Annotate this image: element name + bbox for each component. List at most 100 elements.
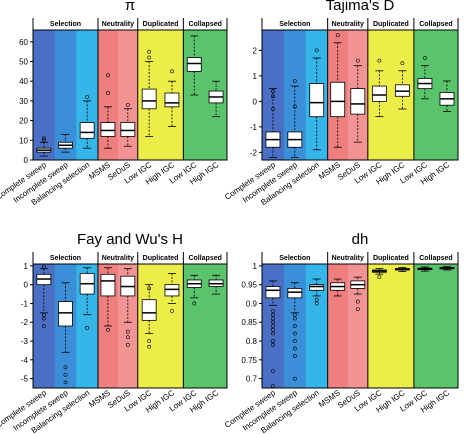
- box-1: [265, 88, 281, 158]
- box-8: [186, 274, 202, 306]
- group-label: Duplicated: [373, 21, 409, 28]
- group-label: Neutrality: [102, 255, 134, 262]
- group-label: Selection: [279, 255, 310, 262]
- outlier-point: [41, 324, 46, 328]
- box-6: [141, 284, 157, 349]
- band-8: [413, 30, 437, 160]
- iqr-box: [100, 273, 116, 297]
- box-4: [330, 33, 346, 148]
- outlier-point: [63, 365, 68, 370]
- band-3: [305, 264, 329, 388]
- outlier-point: [377, 58, 382, 63]
- outlier-point: [292, 376, 297, 381]
- band-3: [76, 30, 99, 160]
- y-tick-label: 0.8: [246, 337, 258, 346]
- outlier-point: [423, 56, 427, 60]
- outlier-point: [125, 102, 130, 107]
- iqr-box: [309, 284, 325, 291]
- box-2: [287, 282, 303, 381]
- iqr-box: [141, 88, 157, 110]
- chart-title: Fay and Wu's H: [77, 231, 183, 248]
- iqr-box: [164, 92, 180, 108]
- y-tick-label: -2: [250, 148, 258, 157]
- y-tick-label: 1: [24, 262, 29, 271]
- group-label: Collapsed: [188, 255, 221, 262]
- group-label: Neutrality: [332, 21, 364, 28]
- outlier-point: [355, 58, 360, 63]
- outlier-point: [106, 327, 110, 332]
- plot-frame: [32, 29, 228, 161]
- chart-title: Tajima's D: [326, 0, 395, 14]
- outlier-point: [335, 33, 340, 37]
- box-9: [208, 274, 224, 295]
- outlier-point: [147, 286, 152, 291]
- iqr-box: [287, 288, 303, 299]
- group-label: Selection: [50, 21, 81, 28]
- outlier-point: [147, 55, 152, 60]
- y-tick-label: -2: [21, 318, 29, 327]
- box-5: [120, 268, 136, 347]
- y-tick-label: 2: [253, 46, 258, 55]
- iqr-box: [186, 57, 202, 72]
- outlier-point: [41, 136, 46, 141]
- box-9: [439, 266, 455, 271]
- iqr-box: [141, 299, 157, 321]
- band-9: [435, 264, 459, 388]
- band-8: [183, 264, 206, 388]
- box-7: [164, 69, 180, 127]
- outlier-point: [271, 342, 275, 347]
- box-9: [208, 80, 224, 118]
- y-tick-label: 1: [253, 262, 258, 271]
- outlier-point: [292, 331, 297, 336]
- y-tick-label: 20: [19, 117, 28, 126]
- plot-frame: [261, 29, 459, 161]
- outlier-point: [292, 339, 297, 343]
- y-tick-label: 0.85: [241, 318, 257, 327]
- y-tick-label: 30: [19, 97, 28, 106]
- outlier-point: [355, 299, 360, 304]
- outlier-point: [170, 69, 174, 74]
- y-tick-label: 0.9: [246, 299, 258, 308]
- chart-title: dh: [352, 231, 369, 248]
- y-tick-label: 10: [19, 136, 28, 145]
- outlier-point: [85, 325, 90, 330]
- outlier-point: [41, 138, 46, 143]
- outlier-point: [170, 309, 174, 313]
- band-6: [367, 264, 392, 388]
- outlier-point: [355, 307, 360, 311]
- band-1: [33, 264, 56, 388]
- group-label: Selection: [50, 255, 81, 262]
- band-1: [262, 30, 285, 160]
- outlier-point: [271, 312, 275, 317]
- outlier-point: [400, 61, 405, 66]
- y-tick-label: 1: [253, 72, 258, 81]
- group-label: Selection: [279, 21, 310, 28]
- box-3: [309, 48, 325, 151]
- chart-panel-2: Tajima's D Selection Neutrality Duplicated C…: [223, 0, 459, 207]
- plot-frame: [261, 263, 459, 389]
- outlier-point: [85, 95, 90, 99]
- band-7: [160, 264, 184, 388]
- y-tick-label: -4: [21, 356, 29, 365]
- iqr-box: [164, 284, 180, 297]
- group-label: Collapsed: [419, 255, 452, 262]
- outlier-point: [314, 297, 319, 302]
- iqr-box: [100, 122, 116, 137]
- outlier-point: [292, 104, 297, 109]
- outlier-point: [125, 335, 130, 340]
- group-label: Collapsed: [188, 21, 221, 28]
- iqr-box: [330, 81, 346, 118]
- outlier-point: [63, 380, 68, 385]
- iqr-box: [309, 83, 325, 118]
- outlier-point: [292, 312, 297, 317]
- box-1: [36, 136, 52, 157]
- box-2: [58, 282, 73, 385]
- y-tick-label: -1: [21, 299, 29, 308]
- band-7: [390, 264, 415, 388]
- band-1: [33, 30, 56, 160]
- y-tick-label: -1: [250, 123, 258, 132]
- chart-title: π: [125, 0, 135, 14]
- outlier-point: [271, 324, 275, 328]
- box-6: [371, 58, 387, 118]
- group-label: Duplicated: [373, 255, 409, 262]
